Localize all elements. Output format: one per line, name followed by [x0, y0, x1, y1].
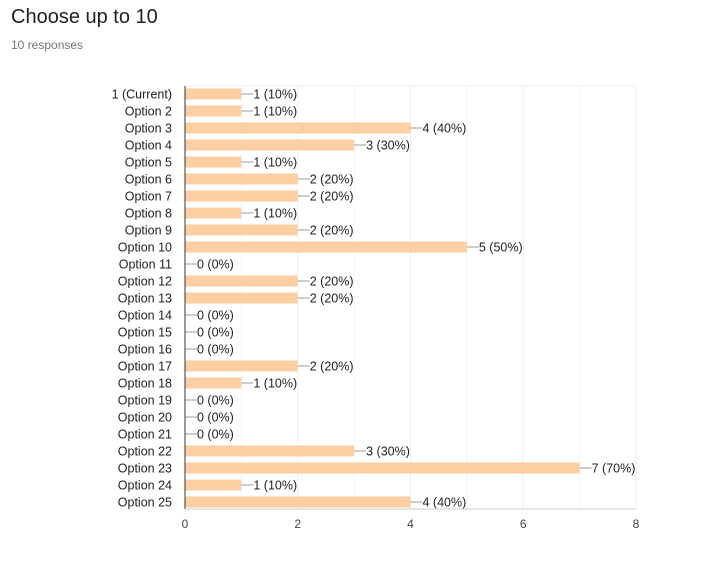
data-label: 4 (40%) [423, 122, 467, 136]
category-label: Option 10 [118, 241, 172, 255]
data-label: 0 (0%) [197, 394, 234, 408]
bar [185, 105, 242, 117]
bar [185, 275, 298, 287]
bar [185, 207, 242, 219]
data-label: 2 (20%) [310, 190, 354, 204]
category-label: Option 13 [118, 292, 172, 306]
bar [185, 360, 298, 372]
data-label: 1 (10%) [253, 479, 297, 493]
category-label: Option 25 [118, 496, 172, 510]
bar [185, 479, 242, 491]
bar [185, 292, 298, 304]
category-label: Option 4 [125, 139, 172, 153]
category-label: Option 12 [118, 275, 172, 289]
x-tick-label: 8 [633, 517, 640, 531]
data-label: 2 (20%) [310, 360, 354, 374]
x-tick-label: 4 [407, 517, 414, 531]
category-label: Option 21 [118, 428, 172, 442]
data-label: 4 (40%) [423, 496, 467, 510]
category-label: Option 16 [118, 343, 172, 357]
data-label: 0 (0%) [197, 326, 234, 340]
data-label: 1 (10%) [253, 377, 297, 391]
category-label: Option 9 [125, 224, 172, 238]
category-label: Option 6 [125, 173, 172, 187]
data-label: 0 (0%) [197, 411, 234, 425]
category-label: Option 5 [125, 156, 172, 170]
data-label: 1 (10%) [253, 207, 297, 221]
category-label: Option 20 [118, 411, 172, 425]
bar [185, 139, 355, 151]
category-label: Option 24 [118, 479, 172, 493]
bar [185, 241, 467, 253]
category-label: Option 23 [118, 462, 172, 476]
data-label: 5 (50%) [479, 241, 523, 255]
data-label: 1 (10%) [253, 88, 297, 102]
data-label: 3 (30%) [366, 445, 410, 459]
category-label: Option 11 [119, 258, 172, 272]
category-label: Option 19 [118, 394, 172, 408]
x-tick-label: 2 [294, 517, 301, 531]
category-label: Option 14 [118, 309, 172, 323]
data-label: 2 (20%) [310, 224, 354, 238]
category-label: Option 7 [125, 190, 172, 204]
category-label: Option 2 [125, 105, 172, 119]
category-label: Option 18 [118, 377, 172, 391]
bar [185, 122, 411, 134]
bar [185, 88, 242, 100]
category-label: Option 8 [125, 207, 172, 221]
bar [185, 496, 411, 508]
data-label: 7 (70%) [592, 462, 636, 476]
data-label: 1 (10%) [253, 156, 297, 170]
bar [185, 190, 298, 202]
category-label: Option 3 [125, 122, 172, 136]
data-label: 0 (0%) [197, 309, 234, 323]
data-label: 1 (10%) [253, 105, 297, 119]
x-tick-label: 6 [520, 517, 527, 531]
data-label: 2 (20%) [310, 275, 354, 289]
data-label: 2 (20%) [310, 173, 354, 187]
bar [185, 224, 298, 236]
bar [185, 377, 242, 389]
bar [185, 173, 298, 185]
data-label: 0 (0%) [197, 258, 234, 272]
response-count: 10 responses [11, 38, 84, 52]
category-label: Option 17 [118, 360, 172, 374]
question-title: Choose up to 10 [11, 6, 158, 28]
category-label: Option 15 [118, 326, 172, 340]
data-label: 0 (0%) [197, 428, 234, 442]
bar [185, 445, 355, 457]
data-label: 2 (20%) [310, 292, 354, 306]
x-tick-label: 0 [182, 517, 189, 531]
bar [185, 156, 242, 168]
data-label: 3 (30%) [366, 139, 410, 153]
data-label: 0 (0%) [197, 343, 234, 357]
category-label: 1 (Current) [112, 88, 172, 102]
category-label: Option 22 [118, 445, 172, 459]
bar [185, 462, 580, 474]
